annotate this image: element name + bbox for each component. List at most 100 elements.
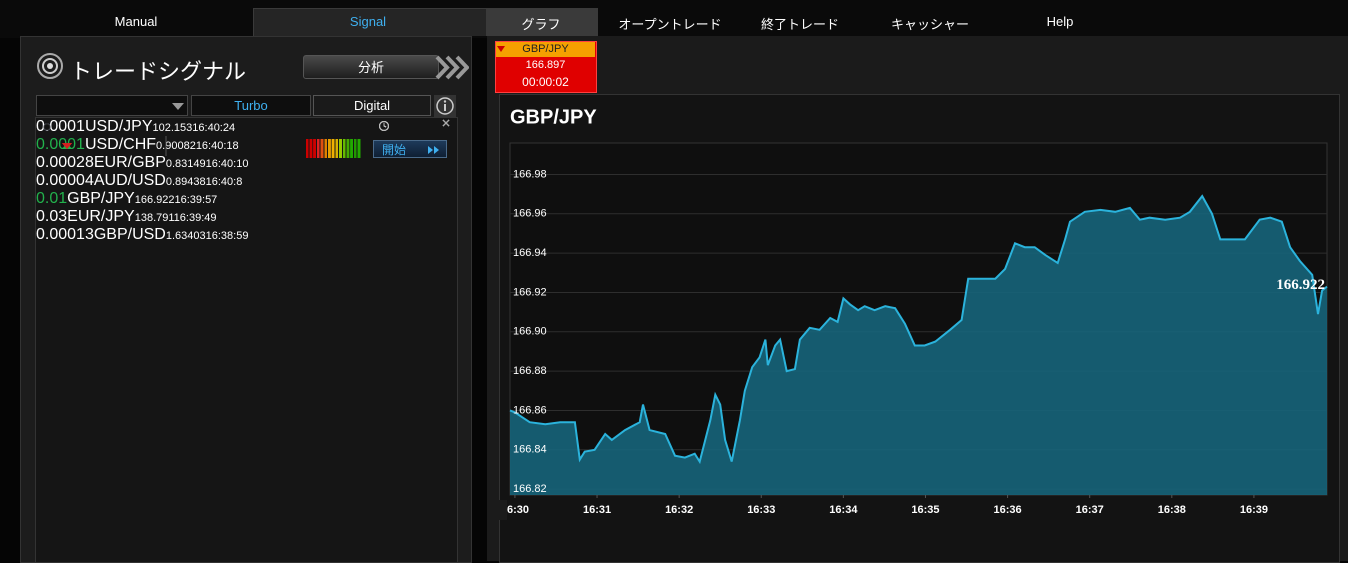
x-tick-label: 16:36 — [994, 504, 1022, 516]
ticker-pair: GBP/JPY — [522, 43, 569, 55]
x-tick-label: 16:38 — [1158, 504, 1186, 516]
meter-bar — [317, 139, 320, 158]
time: 16:40:8 — [205, 176, 243, 188]
analyze-button[interactable]: 分析 — [303, 55, 439, 79]
meter-bar — [354, 139, 357, 158]
price: 1.63403 — [165, 230, 206, 242]
chevrons — [435, 55, 469, 80]
y-tick-label: 166.94 — [513, 247, 547, 259]
pair: GBP/JPY — [67, 190, 135, 207]
nav-tab[interactable]: Help — [1046, 14, 1074, 29]
meter-bar — [335, 139, 338, 158]
y-tick-label: 166.86 — [513, 404, 547, 416]
last-price-label: 166.922 — [1276, 277, 1325, 293]
tab-box — [253, 8, 487, 36]
meter-bar — [339, 139, 342, 158]
x-tick-label: 16:30 — [501, 504, 529, 516]
y-tick-label: 166.82 — [513, 483, 547, 495]
nav-tab[interactable]: 終了トレード — [760, 17, 840, 32]
meter-bar — [309, 139, 313, 158]
pair: USD/JPY — [84, 118, 153, 135]
strike: 0.00028 — [36, 154, 94, 171]
meter-bar — [328, 139, 331, 158]
info-icon[interactable] — [434, 95, 456, 117]
direction-arrow — [62, 143, 72, 149]
pair: USD/CHF — [84, 136, 157, 153]
signal-icon — [37, 53, 63, 79]
strike: 0.00004 — [36, 172, 94, 189]
meter-bar — [313, 139, 316, 158]
y-tick-label: 166.96 — [513, 208, 547, 220]
ticker-strip — [496, 42, 595, 57]
button-arrows — [428, 146, 439, 154]
meter-bar — [343, 139, 346, 158]
tab-box — [487, 8, 598, 36]
price: 0.89438 — [165, 176, 206, 188]
meter-bar — [346, 139, 350, 158]
ticker-price: 166.897 — [525, 59, 566, 71]
y-tick-label: 166.90 — [513, 326, 547, 338]
meter-bar — [306, 139, 309, 158]
pair: EUR/GBP — [93, 154, 166, 171]
x-tick-label: 16:31 — [583, 504, 611, 516]
x-tick-label: 16:39 — [1240, 504, 1268, 516]
clock-hand — [383, 123, 387, 128]
nav-tab[interactable]: Signal — [349, 14, 387, 29]
time: 16:40:10 — [205, 158, 249, 170]
pair: EUR/JPY — [67, 208, 135, 225]
pair: AUD/USD — [93, 172, 166, 189]
strike: 0.0001 — [36, 136, 85, 153]
meter-bar — [324, 139, 327, 158]
nav-tab[interactable]: グラフ — [521, 17, 561, 32]
ticker-arrow — [497, 46, 505, 52]
clip-left — [487, 500, 507, 520]
time: 16:40:18 — [195, 140, 239, 152]
meter-bar — [357, 139, 361, 158]
strike: 0.00013 — [36, 226, 94, 243]
strike: 0.01 — [36, 190, 68, 207]
row-icons — [43, 119, 450, 158]
x-tick-label: 16:33 — [747, 504, 775, 516]
price: 138.791 — [134, 212, 174, 224]
strike: 0.03 — [36, 208, 68, 225]
nav-tab[interactable]: オープントレード — [618, 17, 722, 32]
nav-bar — [0, 0, 1348, 38]
dropdown[interactable] — [36, 95, 188, 116]
y-tick-label: 166.92 — [513, 286, 547, 298]
signal-list: 0.0001USD/JPY102.15316:40:24 開始 0.0001USD/… — [35, 117, 458, 563]
ticker-timer: 00:00:02 — [522, 75, 569, 89]
meter-bar — [320, 139, 324, 158]
meter-bar — [331, 139, 335, 158]
time: 16:38:59 — [205, 230, 249, 242]
start-button[interactable]: 開始 — [373, 140, 447, 158]
dropdown-arrow — [172, 103, 184, 110]
filter-tab[interactable]: Digital — [313, 95, 431, 116]
time: 16:39:57 — [174, 194, 218, 206]
price: 0.83149 — [165, 158, 206, 170]
time: 16:40:24 — [192, 122, 236, 134]
close — [442, 119, 450, 127]
y-tick-label: 166.88 — [513, 365, 547, 377]
x-tick-label: 16:35 — [911, 504, 939, 516]
line — [509, 194, 1328, 465]
nav-tab[interactable]: キャッシャー — [890, 17, 970, 32]
filter-tab[interactable]: Turbo — [191, 95, 311, 116]
status-dot — [43, 123, 51, 131]
clock — [379, 121, 389, 131]
meter-bar — [350, 139, 353, 158]
y-tick-label: 166.98 — [513, 168, 547, 180]
price: 102.153 — [152, 122, 193, 134]
chart-title: GBP/JPY — [510, 106, 597, 128]
nav-tab[interactable]: Manual — [114, 14, 158, 29]
x-tick-label: 16:37 — [1076, 504, 1104, 516]
strike: 0.0001 — [36, 118, 85, 135]
price: 166.922 — [134, 194, 175, 206]
x-tick-label: 16:32 — [665, 504, 693, 516]
x-tick-label: 16:34 — [829, 504, 858, 516]
signal-row: 0.00013GBP/USD1.6340316:38:59 開始 — [36, 119, 457, 244]
time: 16:39:49 — [173, 212, 217, 224]
arrow — [428, 146, 439, 154]
pair: GBP/USD — [93, 226, 166, 243]
